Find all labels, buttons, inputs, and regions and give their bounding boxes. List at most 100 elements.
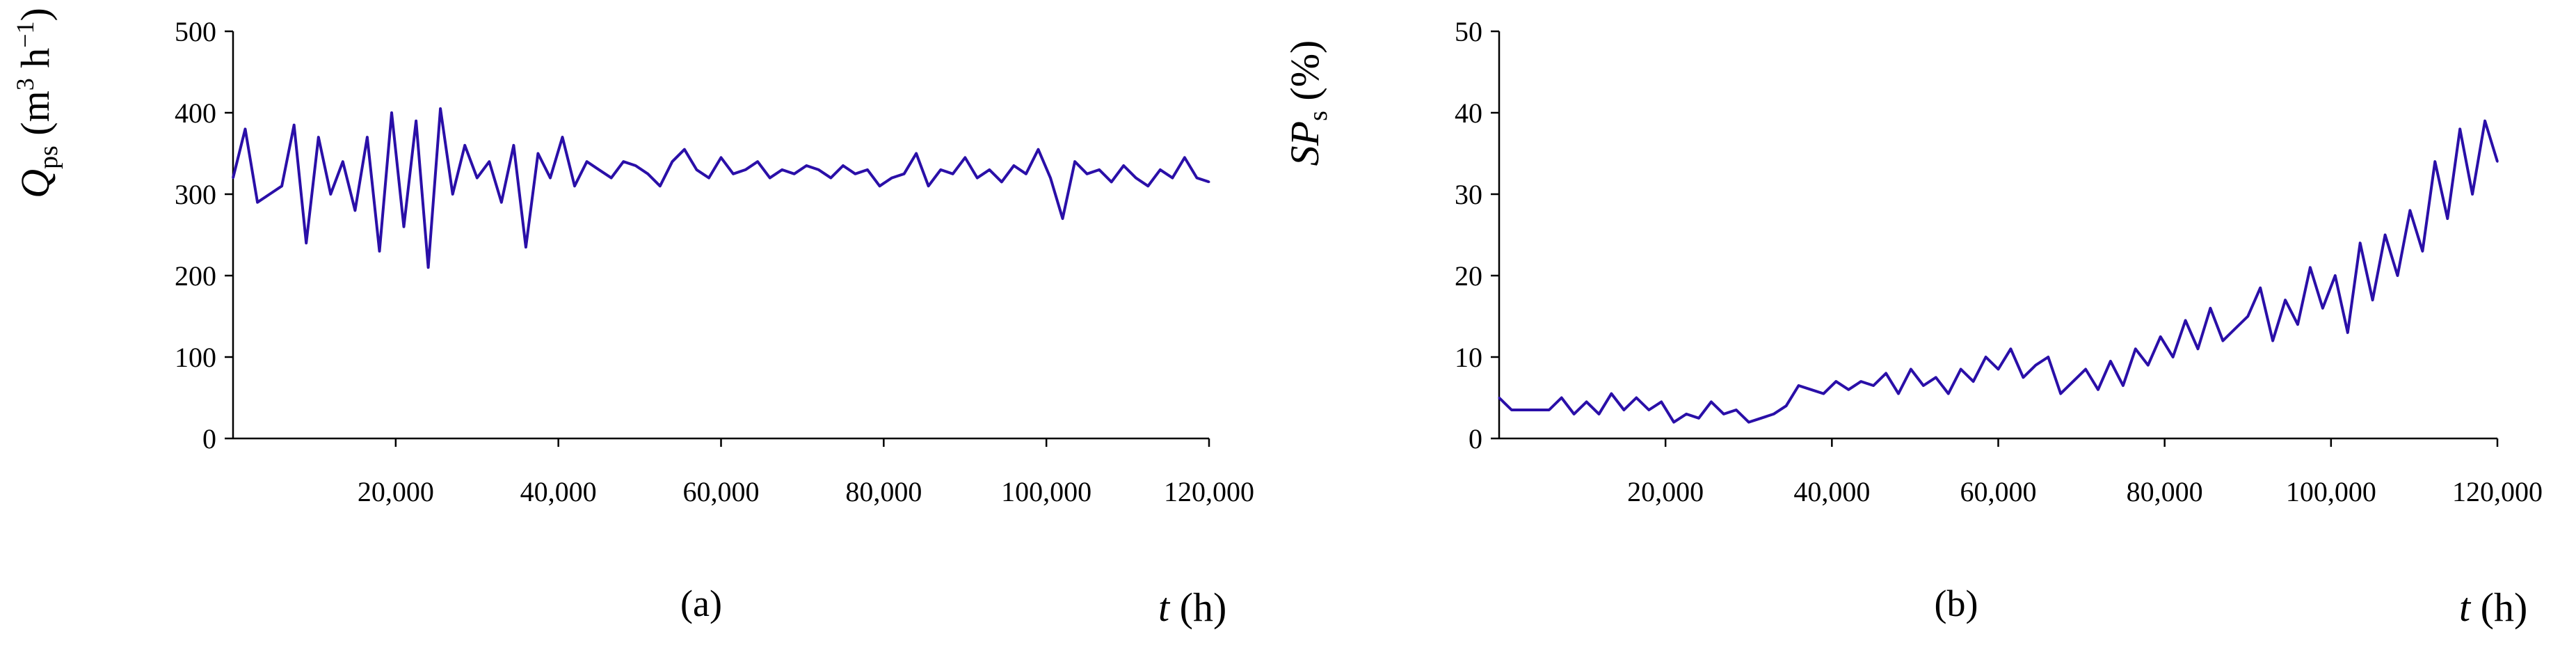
y-tick-label-b: 50 [1455, 16, 1482, 47]
y-tick-label-b: 20 [1455, 260, 1482, 292]
data-point-b [1760, 417, 1763, 420]
y-tick-label-a: 0 [202, 423, 216, 454]
data-point-b [1847, 388, 1850, 391]
data-point-b [1510, 409, 1513, 411]
data-point-a [269, 193, 271, 196]
data-point-b [1735, 409, 1738, 411]
data-point-a [659, 184, 662, 187]
data-point-b [1822, 393, 1825, 395]
plot-area-b: 0 10 20 30 40 50 20,000 40,000 60,000 80,000 100,0… [1455, 16, 2543, 507]
data-point-a [561, 136, 563, 138]
data-point-b [2259, 287, 2262, 290]
data-point-a [879, 184, 881, 187]
data-point-b [1660, 400, 1663, 403]
data-point-a [378, 250, 381, 253]
data-point-a [805, 164, 808, 167]
data-point-a [915, 152, 918, 155]
data-point-a [256, 201, 259, 204]
data-point-b [2371, 299, 2374, 301]
data-point-b [1872, 384, 1875, 387]
data-point-a [890, 177, 893, 180]
data-point-a [1159, 168, 1162, 171]
x-axis-label-a: t (h) [1158, 585, 1226, 630]
data-point-a [1196, 177, 1198, 180]
data-point-a [305, 242, 307, 244]
data-point-b [2309, 266, 2312, 269]
data-point-b [2047, 356, 2049, 358]
data-point-b [2321, 307, 2324, 310]
data-point-a [1098, 168, 1101, 171]
data-point-b [1498, 397, 1501, 399]
data-point-a [756, 160, 759, 163]
data-point-b [2234, 327, 2237, 330]
data-point-b [2496, 160, 2499, 163]
data-point-a [463, 144, 466, 147]
x-axis-label-b: t (h) [2459, 585, 2527, 630]
data-point-b [1885, 372, 1887, 374]
data-point-a [622, 160, 625, 163]
data-point-b [1960, 368, 1962, 370]
data-point-a [536, 152, 539, 155]
data-point-a [586, 160, 589, 163]
data-point-a [1049, 177, 1052, 180]
data-point-b [1809, 388, 1812, 391]
data-point-a [366, 136, 369, 138]
panel-b: 0 10 20 30 40 50 20,000 40,000 60,000 80,000 100,0… [1282, 16, 2543, 630]
data-point-a [646, 173, 649, 175]
data-point-a [720, 156, 722, 159]
data-point-a [610, 177, 613, 180]
data-point-a [512, 144, 515, 147]
data-point-a [1135, 177, 1137, 180]
data-point-b [2471, 193, 2474, 196]
data-point-b [1548, 409, 1551, 411]
data-point-b [2097, 388, 2099, 391]
data-point-a [683, 148, 686, 151]
data-point-a [1122, 164, 1125, 167]
data-point-a [390, 111, 393, 114]
y-tick-label-a: 300 [175, 179, 216, 210]
x-tick-label-b: 100,000 [2286, 476, 2376, 507]
panel-label-b: (b) [1935, 583, 1978, 624]
data-point-b [1985, 356, 1987, 358]
data-point-b [2296, 323, 2299, 326]
data-point-a [342, 160, 344, 163]
data-point-b [1697, 417, 1700, 420]
data-point-b [2134, 347, 2137, 350]
data-point-b [1997, 368, 1999, 370]
x-tick-label-b: 20,000 [1627, 476, 1704, 507]
y-tick-label-b: 0 [1469, 423, 1482, 454]
data-point-b [1573, 413, 1576, 415]
data-point-a [952, 173, 954, 175]
data-point-b [2109, 360, 2112, 363]
data-point-b [2271, 340, 2274, 342]
data-point-b [2197, 347, 2199, 350]
data-point-a [1062, 217, 1064, 220]
data-point-a [439, 107, 442, 110]
x-tick-label-b: 120,000 [2452, 476, 2543, 507]
data-point-a [1012, 164, 1015, 167]
data-point-b [1598, 413, 1600, 415]
data-point-a [939, 168, 942, 171]
data-point-b [1773, 413, 1775, 415]
x-tick-label-a: 40,000 [520, 476, 597, 507]
data-point-a [927, 184, 930, 187]
data-point-a [317, 136, 320, 138]
data-point-b [2059, 393, 2062, 395]
data-point-b [1910, 368, 1912, 370]
y-tick-label-a: 200 [175, 260, 216, 292]
data-point-b [2072, 380, 2074, 383]
data-point-b [2284, 299, 2287, 301]
data-point-b [1947, 393, 1950, 395]
data-point-a [769, 177, 771, 180]
data-point-a [280, 184, 283, 187]
data-point-b [2147, 364, 2150, 367]
data-point-b [1747, 421, 1750, 424]
panel-a: 0 100 200 300 400 500 20,000 40,000 60,000 80,000… [11, 8, 1254, 630]
data-point-a [500, 201, 503, 204]
data-point-a [829, 177, 832, 180]
data-point-b [2408, 209, 2411, 212]
data-point-a [1146, 184, 1149, 187]
x-tick-label-b: 80,000 [2127, 476, 2203, 507]
data-point-b [1798, 384, 1800, 387]
